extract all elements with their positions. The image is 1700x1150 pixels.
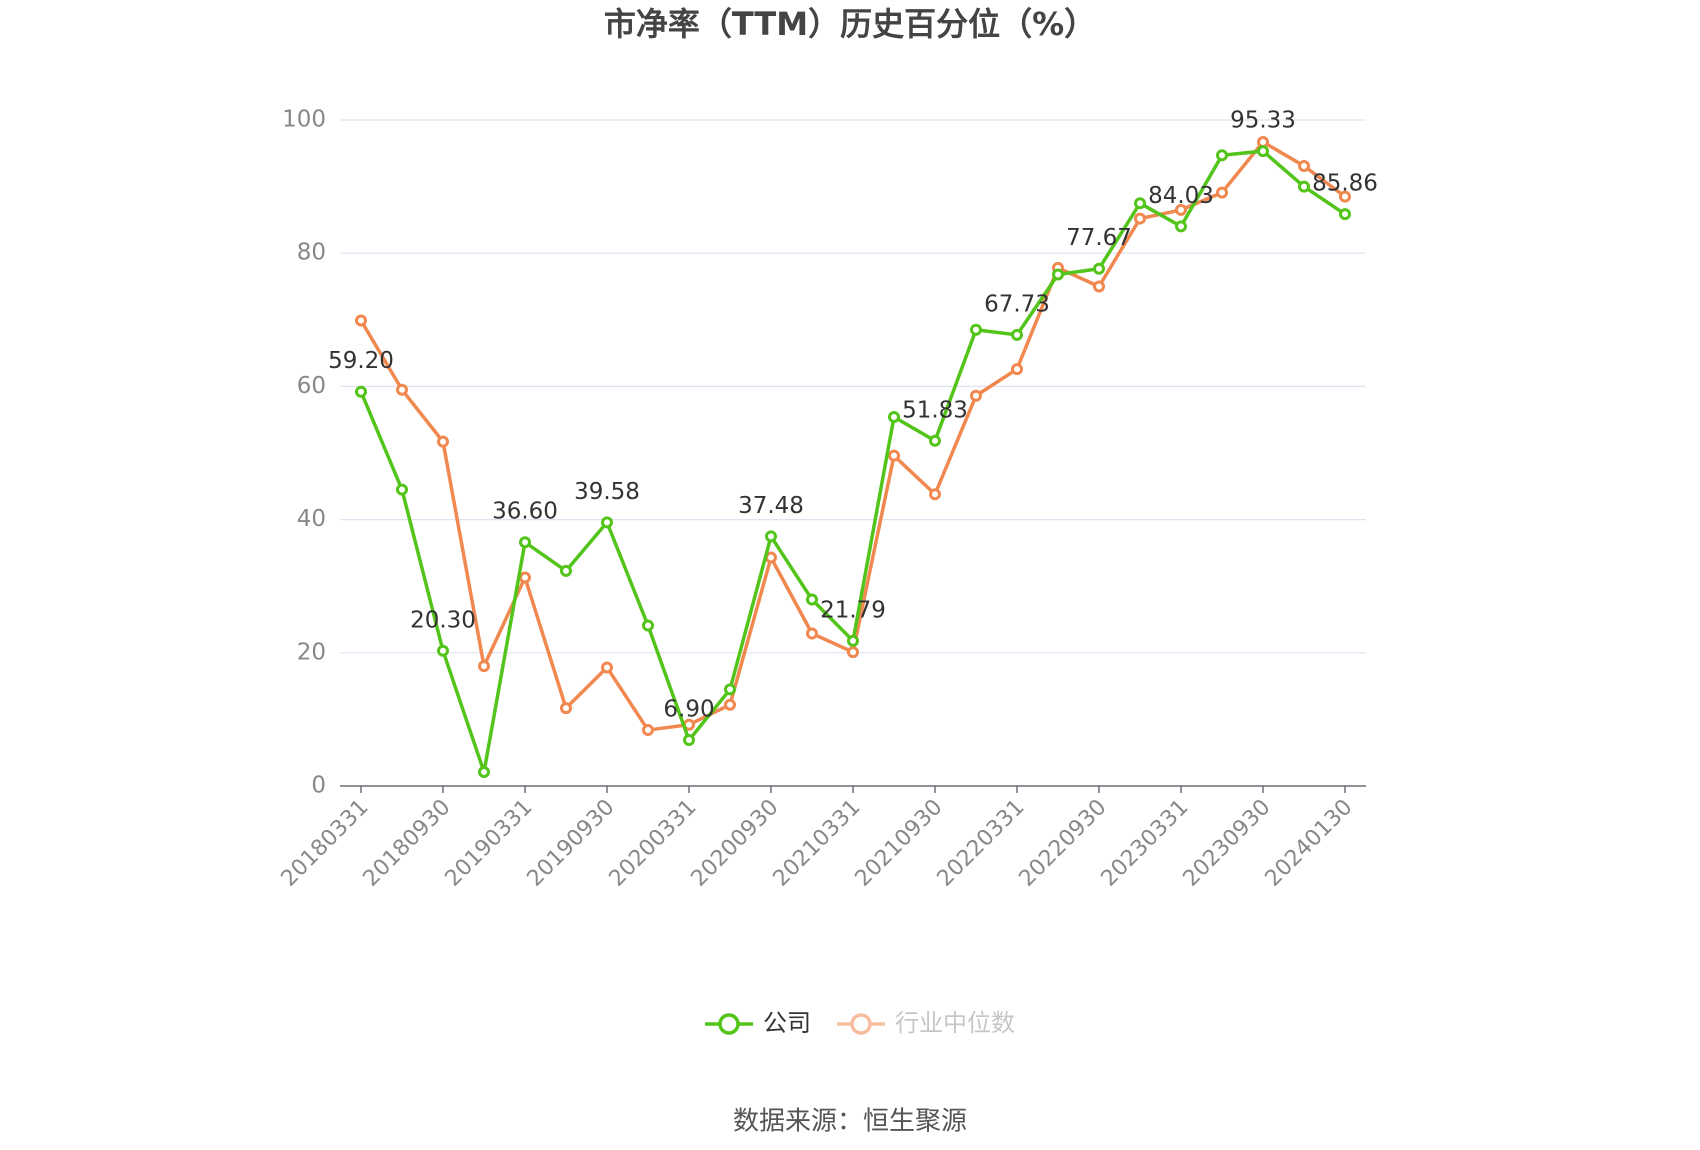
- data-label: 59.20: [328, 348, 394, 374]
- point: [601, 516, 613, 529]
- x-tick-label: 20230331: [1097, 795, 1194, 892]
- point: [1052, 268, 1064, 281]
- point: [1298, 159, 1310, 172]
- data-label: 6.90: [663, 697, 714, 723]
- point: [724, 698, 736, 711]
- y-tick-label: 80: [297, 240, 326, 266]
- legend-marker: [718, 1013, 740, 1035]
- legend-label: 公司: [763, 1009, 811, 1037]
- point: [642, 724, 654, 737]
- legend: 公司 行业中位数: [705, 1009, 1015, 1037]
- x-tick-label: 20190331: [441, 795, 538, 892]
- point: [1011, 363, 1023, 376]
- point: [683, 734, 695, 747]
- point: [355, 385, 367, 398]
- x-tick-label: 20210331: [769, 795, 866, 892]
- data-label: 67.73: [984, 291, 1050, 317]
- data-label: 85.86: [1312, 171, 1378, 197]
- data-label: 95.33: [1230, 108, 1296, 134]
- point: [1093, 280, 1105, 293]
- point: [437, 644, 449, 657]
- data-label: 37.48: [738, 493, 804, 519]
- point: [888, 449, 900, 462]
- point: [437, 435, 449, 448]
- y-tick-label: 40: [297, 506, 326, 532]
- point: [601, 661, 613, 674]
- point: [847, 646, 859, 659]
- data-label: 21.79: [820, 597, 886, 623]
- point: [560, 564, 572, 577]
- point: [478, 660, 490, 673]
- point: [888, 411, 900, 424]
- point: [642, 619, 654, 632]
- point: [724, 683, 736, 696]
- x-tick-label: 20190930: [523, 795, 620, 892]
- y-tick-label: 20: [297, 639, 326, 665]
- legend-item[interactable]: 行业中位数: [837, 1009, 1015, 1037]
- point: [1093, 262, 1105, 275]
- point: [765, 530, 777, 543]
- x-tick-label: 20180331: [277, 795, 374, 892]
- point: [1216, 149, 1228, 162]
- point: [1339, 208, 1351, 221]
- data-label: 20.30: [410, 607, 476, 633]
- chart-title: 市净率（TTM）历史百分位（%）: [604, 5, 1096, 43]
- x-tick-label: 20210930: [851, 795, 948, 892]
- point: [1216, 186, 1228, 199]
- x-tick-label: 20240130: [1261, 795, 1358, 892]
- x-tick-label: 20200930: [687, 795, 784, 892]
- point: [1175, 220, 1187, 233]
- point: [970, 389, 982, 402]
- x-tick-label: 20230930: [1179, 795, 1276, 892]
- point: [519, 571, 531, 584]
- point: [1011, 328, 1023, 341]
- x-tick-label: 20180930: [359, 795, 456, 892]
- series-line: [359, 149, 1346, 773]
- point: [478, 766, 490, 779]
- point: [929, 488, 941, 501]
- legend-item[interactable]: 公司: [705, 1009, 811, 1037]
- point: [1339, 190, 1351, 203]
- legend-label: 行业中位数: [895, 1009, 1015, 1037]
- point: [806, 627, 818, 640]
- data-label: 39.58: [574, 479, 640, 505]
- point: [1257, 145, 1269, 158]
- x-tick-label: 20220331: [933, 795, 1030, 892]
- point: [1134, 212, 1146, 225]
- point: [929, 434, 941, 447]
- source-note: 数据来源：恒生聚源: [733, 1107, 967, 1137]
- y-tick-label: 60: [297, 373, 326, 399]
- point: [1298, 180, 1310, 193]
- data-label: 84.03: [1148, 183, 1214, 209]
- data-label: 51.83: [902, 397, 968, 423]
- point: [1175, 203, 1187, 216]
- data-label: 36.60: [492, 499, 558, 525]
- point: [355, 314, 367, 327]
- point: [970, 323, 982, 336]
- point: [396, 483, 408, 496]
- point: [847, 634, 859, 647]
- point: [1134, 197, 1146, 210]
- y-tick-label: 100: [282, 107, 326, 133]
- x-tick-label: 20220930: [1015, 795, 1112, 892]
- point: [519, 536, 531, 549]
- data-label: 77.67: [1066, 225, 1132, 251]
- y-tick-label: 0: [311, 773, 326, 799]
- point: [560, 702, 572, 715]
- point: [806, 593, 818, 606]
- point: [396, 383, 408, 396]
- x-tick-label: 20200331: [605, 795, 702, 892]
- legend-marker: [850, 1013, 872, 1035]
